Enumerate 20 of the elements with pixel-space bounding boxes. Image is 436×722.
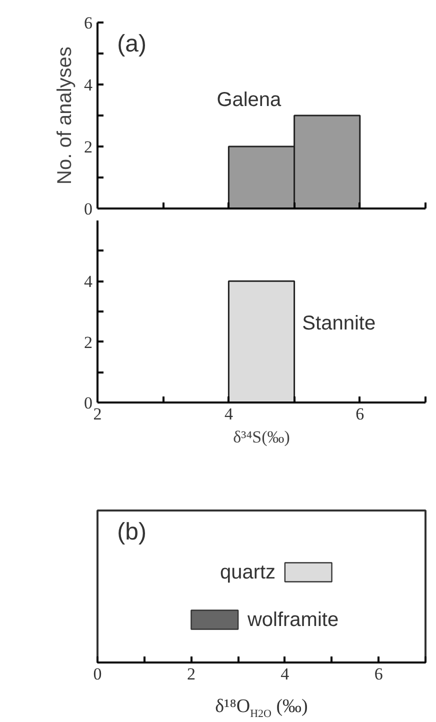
y-tick-label: 4	[84, 272, 93, 292]
y-tick-label: wolframite	[246, 608, 339, 631]
y-tick-label: 2	[84, 138, 92, 156]
x-tick-label: 4	[224, 404, 234, 424]
series-label: Stannite	[302, 312, 376, 335]
annotation: (b)	[117, 518, 147, 546]
annotation: (a)	[117, 30, 147, 58]
y-tick-label: 6	[84, 14, 92, 32]
x-tick-label: 2	[186, 664, 196, 684]
x-tick-label: 4	[280, 664, 290, 684]
x-tick-label: 6	[356, 404, 364, 424]
y-tick-label: 2	[84, 332, 92, 352]
x-axis-title: δ³⁴S(‰)	[233, 428, 290, 446]
y-tick-label: 4	[84, 76, 93, 94]
x-tick-label: 6	[374, 664, 383, 684]
y-axis-title: No. of analyses	[54, 46, 76, 184]
y-tick-label: quartz	[220, 561, 276, 584]
y-tick-label: 0	[84, 200, 92, 218]
x-axis-title: δ¹⁸O$_{H2O}$ (‰)	[215, 696, 308, 722]
series-label: Galena	[216, 88, 282, 111]
